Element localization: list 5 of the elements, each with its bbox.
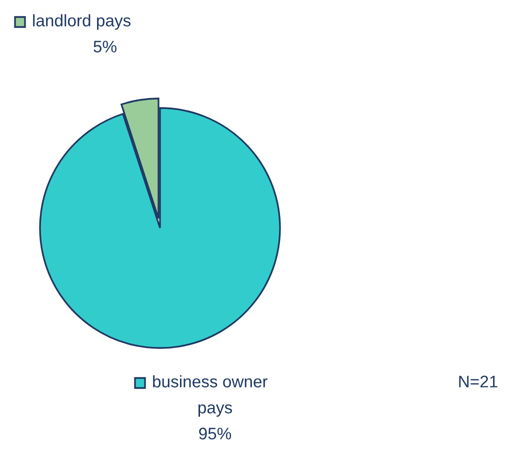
data-label: 5%: [94, 40, 116, 52]
data-label: 95%: [199, 428, 232, 440]
legend-label: business owner pays: [153, 375, 268, 417]
text: N=21: [459, 376, 498, 388]
legend-label: landlord pays: [33, 14, 131, 30]
